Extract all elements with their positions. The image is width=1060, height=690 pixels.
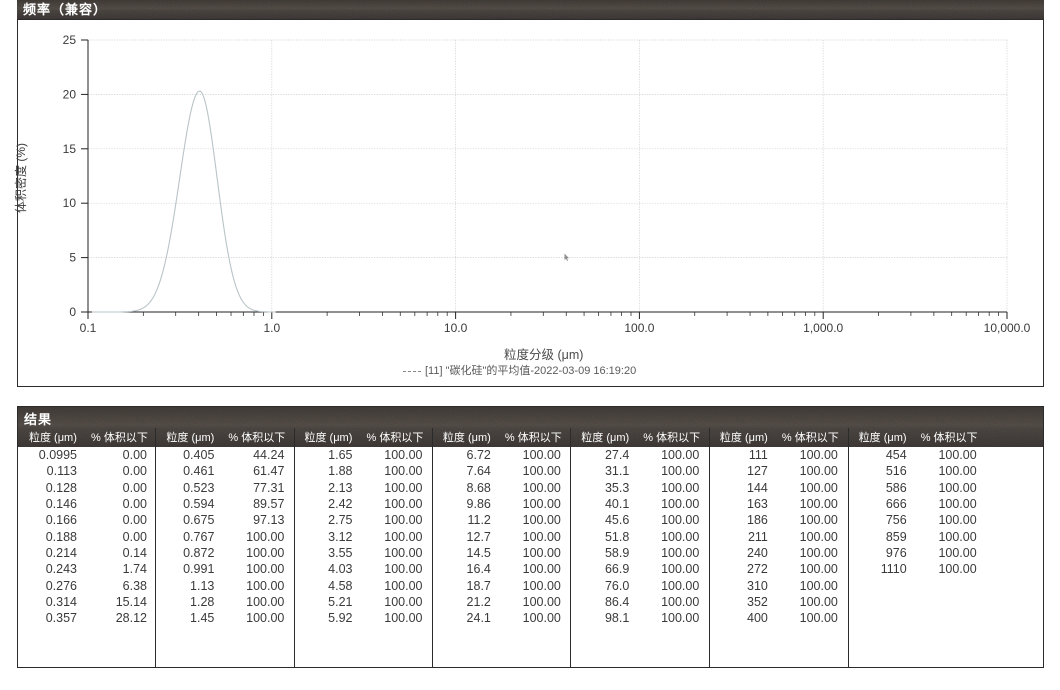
svg-text:10: 10 [63, 196, 77, 210]
svg-text:1,000.0: 1,000.0 [803, 321, 843, 335]
svg-text:15: 15 [63, 142, 77, 156]
svg-text:10.0: 10.0 [444, 321, 468, 335]
svg-text:5: 5 [69, 251, 76, 265]
svg-text:10,000.0: 10,000.0 [984, 321, 1031, 335]
svg-text:100.0: 100.0 [624, 321, 654, 335]
svg-text:0: 0 [69, 305, 76, 319]
svg-text:20: 20 [63, 87, 77, 101]
svg-text:1.0: 1.0 [263, 321, 280, 335]
svg-text:0.1: 0.1 [80, 321, 97, 335]
svg-text:25: 25 [63, 33, 77, 47]
